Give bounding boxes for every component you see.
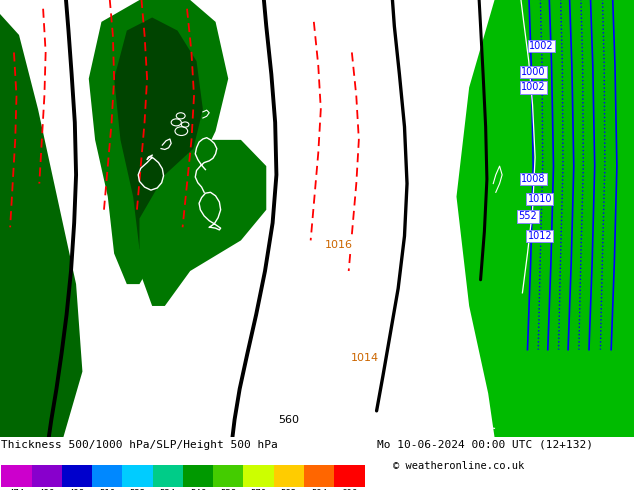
Bar	[32, 465, 61, 488]
Text: 1010: 1010	[527, 194, 552, 204]
Text: 558: 558	[220, 489, 236, 490]
Bar	[274, 465, 304, 488]
Bar	[1, 465, 32, 488]
Polygon shape	[456, 0, 634, 437]
Bar	[122, 465, 153, 488]
Text: 486: 486	[39, 489, 55, 490]
Text: 534: 534	[160, 489, 176, 490]
Polygon shape	[114, 18, 203, 253]
Text: 510: 510	[99, 489, 115, 490]
Text: 1012: 1012	[527, 231, 552, 241]
Text: 1014: 1014	[351, 353, 378, 364]
Text: 552: 552	[519, 211, 538, 221]
Text: 570: 570	[250, 489, 267, 490]
Text: 498: 498	[69, 489, 85, 490]
Text: 1002: 1002	[529, 41, 554, 51]
Polygon shape	[89, 0, 228, 284]
Bar	[183, 465, 213, 488]
Bar	[153, 465, 183, 488]
Text: Thickness 500/1000 hPa/SLP/Height 500 hPa: Thickness 500/1000 hPa/SLP/Height 500 hP…	[1, 440, 278, 450]
Text: 1008: 1008	[521, 174, 546, 184]
Polygon shape	[0, 0, 82, 437]
Bar	[61, 465, 92, 488]
Bar	[304, 465, 334, 488]
Text: 474: 474	[8, 489, 25, 490]
Text: 582: 582	[281, 489, 297, 490]
Text: 606: 606	[341, 489, 358, 490]
Text: 1000: 1000	[521, 67, 546, 77]
Text: 1002: 1002	[521, 82, 546, 93]
Bar	[334, 465, 365, 488]
Text: 594: 594	[311, 489, 327, 490]
Bar	[92, 465, 122, 488]
Text: © weatheronline.co.uk: © weatheronline.co.uk	[393, 461, 524, 471]
Bar	[243, 465, 274, 488]
Text: Mo 10-06-2024 00:00 UTC (12+132): Mo 10-06-2024 00:00 UTC (12+132)	[377, 440, 593, 450]
Bar	[213, 465, 243, 488]
Text: 522: 522	[129, 489, 146, 490]
Text: 1016: 1016	[325, 240, 353, 250]
Text: 546: 546	[190, 489, 206, 490]
Polygon shape	[139, 140, 266, 306]
Text: 560: 560	[278, 416, 299, 425]
